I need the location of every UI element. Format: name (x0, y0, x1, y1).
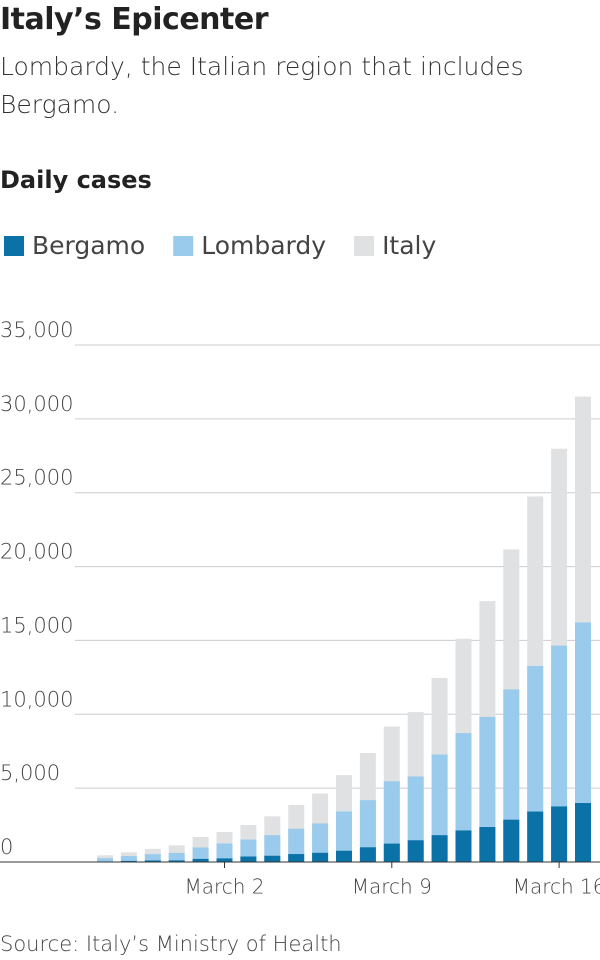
bar (312, 852, 329, 862)
bar (359, 800, 376, 862)
legend-label: Italy (382, 231, 436, 260)
y-tick-label: 15,000 (0, 613, 73, 637)
bar (240, 856, 257, 862)
legend-label: Bergamo (32, 231, 145, 260)
legend-swatch (4, 236, 24, 256)
bar (264, 855, 281, 862)
bar (168, 852, 185, 862)
y-tick-label: 20,000 (0, 540, 73, 564)
bar (216, 843, 233, 862)
x-tick-label: March 2 (184, 875, 264, 899)
bar (264, 835, 281, 862)
bar (288, 828, 305, 862)
bar (455, 733, 472, 862)
y-tick-label: 5,000 (0, 761, 60, 785)
source: Source: Italy’s Ministry of Health (0, 932, 342, 956)
bar (120, 856, 137, 862)
bar (407, 840, 424, 862)
bar (431, 754, 448, 862)
bar (479, 827, 496, 862)
bar (575, 622, 591, 862)
y-tick-label: 30,000 (0, 392, 73, 416)
bar (551, 806, 568, 862)
chart-title: Italy’s Epicenter (0, 2, 269, 37)
y-tick-label: 0 (0, 835, 13, 859)
bar (431, 835, 448, 862)
y-tick-label: 25,000 (0, 466, 73, 490)
bar (312, 823, 329, 862)
bar (120, 860, 137, 862)
legend-label: Lombardy (201, 231, 326, 260)
bar (240, 839, 257, 862)
bar (479, 716, 496, 862)
bar (168, 860, 185, 862)
bar (503, 819, 520, 862)
bar (192, 858, 209, 862)
bar (144, 860, 161, 862)
y-axis-label: Daily cases (0, 166, 152, 194)
bar (216, 858, 233, 862)
bar (192, 847, 209, 862)
bar (575, 803, 591, 862)
bar (336, 811, 352, 862)
bar (97, 858, 113, 862)
y-tick-label: 35,000 (0, 318, 73, 342)
bar (359, 847, 376, 862)
bar (503, 689, 520, 862)
x-tick-label: March 16 (513, 875, 600, 899)
x-tick-label: March 9 (352, 875, 432, 899)
legend-swatch (354, 236, 375, 256)
bar (383, 781, 400, 862)
bar (383, 843, 400, 862)
bar (527, 811, 544, 862)
bar (288, 854, 305, 862)
chart-subtitle: Lombardy, the Italian region that includ… (0, 52, 524, 119)
bar (144, 854, 161, 862)
legend-swatch (173, 236, 194, 256)
y-tick-label: 10,000 (0, 687, 73, 711)
bar (455, 830, 472, 862)
bar (336, 850, 352, 862)
